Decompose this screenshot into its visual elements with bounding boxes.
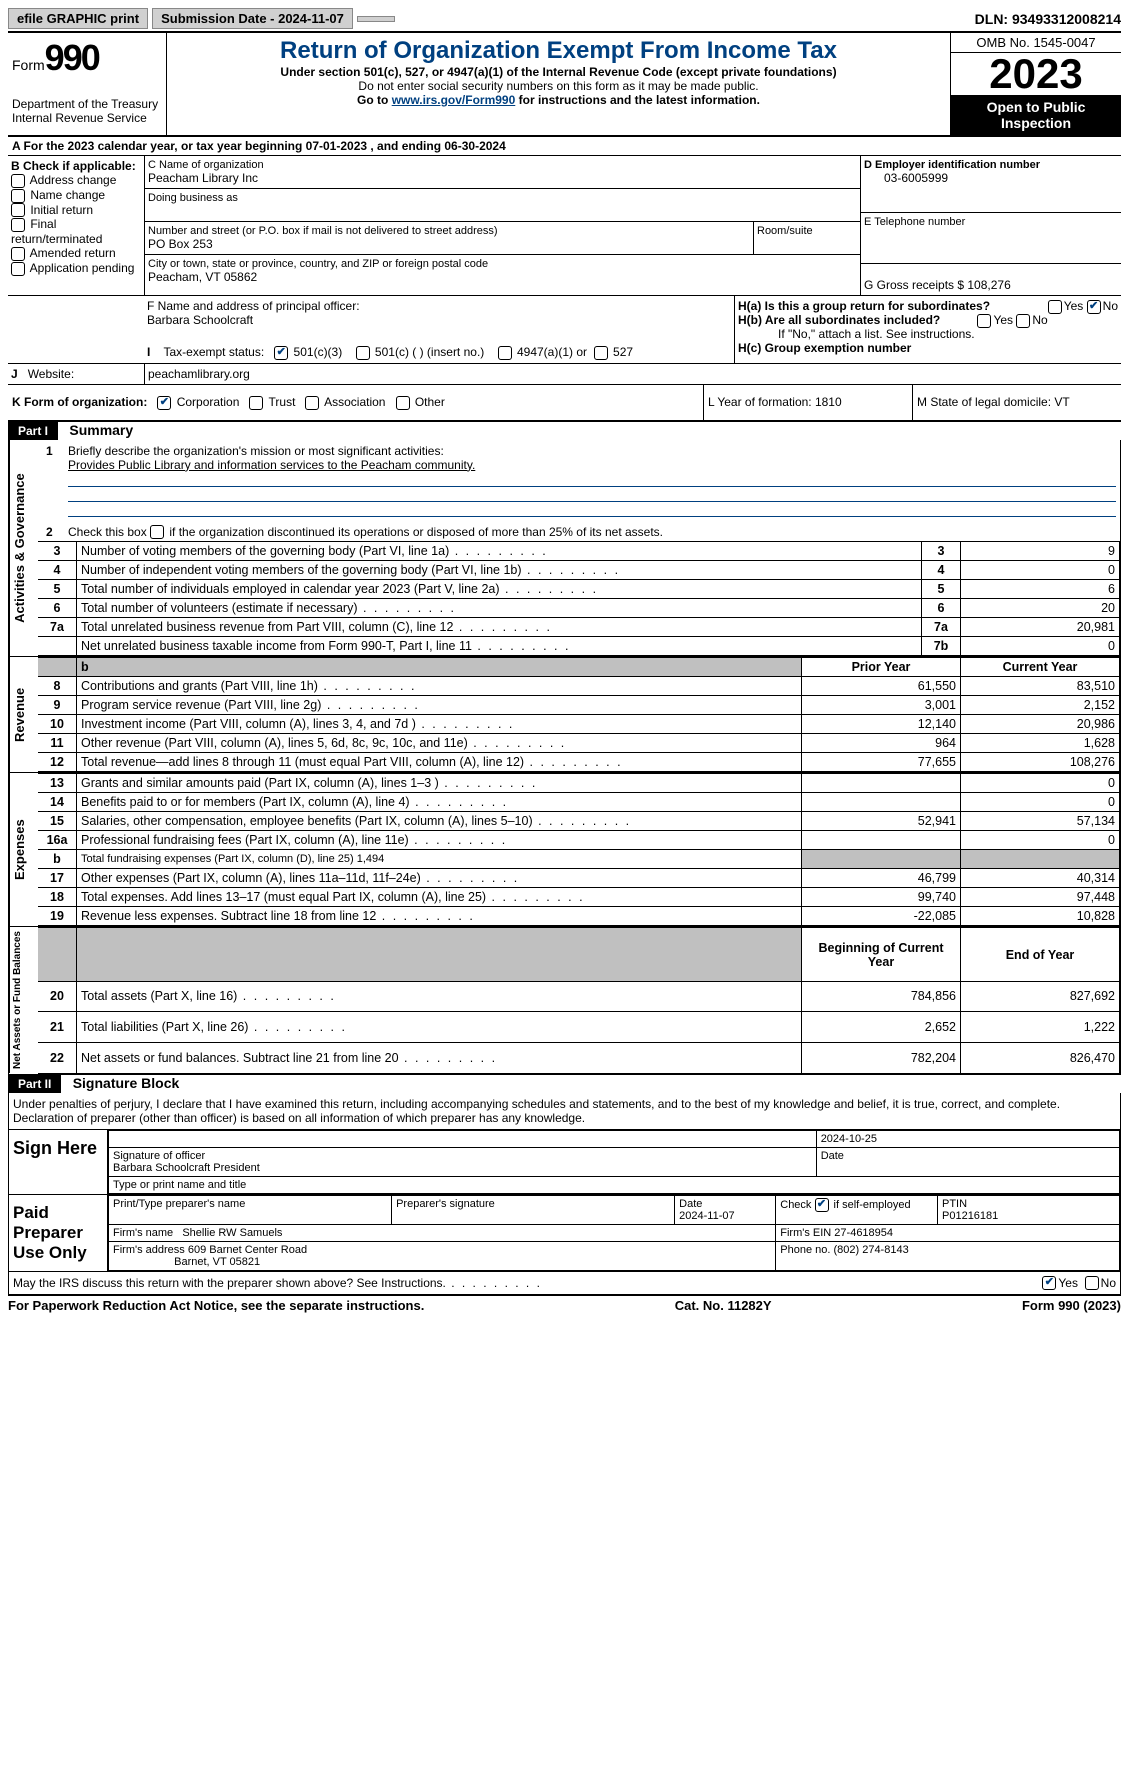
assoc-checkbox[interactable] <box>305 396 319 410</box>
m-label: M State of legal domicile: VT <box>913 385 1121 420</box>
preparer-section: Paid Preparer Use Only Print/Type prepar… <box>8 1195 1121 1272</box>
g-label: G Gross receipts $ 108,276 <box>864 278 1118 292</box>
subtitle3-prefix: Go to <box>357 93 392 107</box>
hb-label: H(b) Are all subordinates included? <box>738 313 940 327</box>
netassets-label: Net Assets or Fund Balances <box>9 927 38 1073</box>
part2-title: Signature Block <box>65 1075 180 1091</box>
form-number: 990 <box>45 37 99 78</box>
h-note: If "No," attach a list. See instructions… <box>738 327 1118 341</box>
netassets-table: Beginning of Current YearEnd of Year20To… <box>38 927 1120 1073</box>
527-checkbox[interactable] <box>594 346 608 360</box>
website-value: peachamlibrary.org <box>145 364 1121 384</box>
top-bar: efile GRAPHIC print Submission Date - 20… <box>8 8 1121 33</box>
part1-header-row: Part I Summary <box>8 422 1121 440</box>
governance-label: Activities & Governance <box>9 440 38 657</box>
ha-no[interactable] <box>1087 300 1101 314</box>
discuss-yes[interactable] <box>1042 1276 1056 1290</box>
hb-yes[interactable] <box>977 314 991 328</box>
tax-year: 2023 <box>951 53 1121 95</box>
revenue-label: Revenue <box>9 657 38 772</box>
efile-button[interactable]: efile GRAPHIC print <box>8 8 148 29</box>
preparer-label: Paid Preparer Use Only <box>9 1195 108 1271</box>
footer-left: For Paperwork Reduction Act Notice, see … <box>8 1298 424 1313</box>
trust-checkbox[interactable] <box>249 396 263 410</box>
ein-value: 03-6005999 <box>864 171 1118 185</box>
line1-label: Briefly describe the organization's miss… <box>68 444 444 458</box>
footer-right: Form 990 (2023) <box>1022 1298 1121 1313</box>
section-fh: F Name and address of principal officer:… <box>8 296 1121 364</box>
501c3-checkbox[interactable] <box>274 346 288 360</box>
initial-return-checkbox[interactable] <box>11 203 25 217</box>
expenses-section: Expenses 13Grants and similar amounts pa… <box>8 773 1121 927</box>
other-checkbox[interactable] <box>396 396 410 410</box>
f-label: F Name and address of principal officer: <box>147 299 731 313</box>
section-j: J Website: peachamlibrary.org <box>8 364 1121 385</box>
k-label: K Form of organization: <box>12 395 147 409</box>
org-name: Peacham Library Inc <box>148 171 857 185</box>
page-footer: For Paperwork Reduction Act Notice, see … <box>8 1295 1121 1313</box>
revenue-section: Revenue bPrior YearCurrent Year8Contribu… <box>8 657 1121 773</box>
dba-label: Doing business as <box>148 192 857 204</box>
hb-no[interactable] <box>1016 314 1030 328</box>
expenses-label: Expenses <box>9 773 38 926</box>
dept-label: Department of the Treasury Internal Reve… <box>12 97 162 125</box>
form-title: Return of Organization Exempt From Incom… <box>171 37 946 65</box>
city-value: Peacham, VT 05862 <box>148 270 857 284</box>
ha-label: H(a) Is this a group return for subordin… <box>738 299 990 313</box>
discuss-row: May the IRS discuss this return with the… <box>8 1272 1121 1295</box>
part2-badge: Part II <box>8 1075 61 1093</box>
line2-text: Check this box if the organization disco… <box>68 525 663 539</box>
revenue-table: bPrior YearCurrent Year8Contributions an… <box>38 657 1120 772</box>
mission-text: Provides Public Library and information … <box>68 458 475 472</box>
form-label: Form <box>12 57 45 73</box>
self-employed-checkbox[interactable] <box>815 1198 829 1212</box>
open-inspection: Open to Public Inspection <box>951 95 1121 135</box>
d-label: D Employer identification number <box>864 159 1118 171</box>
l-label: L Year of formation: 1810 <box>704 385 913 420</box>
i-label: Tax-exempt status: <box>163 345 264 359</box>
hc-label: H(c) Group exemption number <box>738 341 1118 355</box>
declaration-text: Under penalties of perjury, I declare th… <box>8 1093 1121 1130</box>
netassets-section: Net Assets or Fund Balances Beginning of… <box>8 927 1121 1074</box>
street-value: PO Box 253 <box>148 237 750 251</box>
line-a: A For the 2023 calendar year, or tax yea… <box>8 137 1121 156</box>
pending-checkbox[interactable] <box>11 262 25 276</box>
discuss-no[interactable] <box>1085 1276 1099 1290</box>
submission-button[interactable]: Submission Date - 2024-11-07 <box>152 8 353 29</box>
name-change-checkbox[interactable] <box>11 189 25 203</box>
city-label: City or town, state or province, country… <box>148 258 857 270</box>
street-label: Number and street (or P.O. box if mail i… <box>148 225 750 237</box>
blank-button[interactable] <box>357 16 395 22</box>
amended-checkbox[interactable] <box>11 247 25 261</box>
section-klm: K Form of organization: Corporation Trus… <box>8 385 1121 422</box>
f-value: Barbara Schoolcraft <box>147 313 731 327</box>
sign-here-section: Sign Here 2024-10-25 Signature of office… <box>8 1130 1121 1195</box>
part1-title: Summary <box>61 422 133 438</box>
section-bcde: B Check if applicable: Address change Na… <box>8 156 1121 296</box>
governance-table: 3Number of voting members of the governi… <box>38 541 1120 656</box>
corp-checkbox[interactable] <box>157 396 171 410</box>
footer-mid: Cat. No. 11282Y <box>675 1298 772 1313</box>
4947-checkbox[interactable] <box>498 346 512 360</box>
part1-badge: Part I <box>8 422 58 440</box>
part2-header-row: Part II Signature Block <box>8 1075 1121 1093</box>
subtitle3-suffix: for instructions and the latest informat… <box>515 93 760 107</box>
final-return-checkbox[interactable] <box>11 218 25 232</box>
governance-section: Activities & Governance 1 Briefly descri… <box>8 440 1121 658</box>
e-label: E Telephone number <box>864 216 1118 228</box>
b-label: B Check if applicable: <box>11 159 141 173</box>
ha-yes[interactable] <box>1048 300 1062 314</box>
address-change-checkbox[interactable] <box>11 174 25 188</box>
501c-checkbox[interactable] <box>356 346 370 360</box>
sign-here-label: Sign Here <box>9 1130 108 1194</box>
expenses-table: 13Grants and similar amounts paid (Part … <box>38 773 1120 926</box>
room-label: Room/suite <box>753 222 860 254</box>
subtitle2: Do not enter social security numbers on … <box>171 79 946 93</box>
c-name-label: C Name of organization <box>148 159 857 171</box>
form-header: Form990 Department of the Treasury Inter… <box>8 33 1121 137</box>
dln-label: DLN: 93493312008214 <box>975 11 1121 27</box>
irs-link[interactable]: www.irs.gov/Form990 <box>392 93 516 107</box>
subtitle1: Under section 501(c), 527, or 4947(a)(1)… <box>171 65 946 79</box>
line2-checkbox[interactable] <box>150 525 164 539</box>
